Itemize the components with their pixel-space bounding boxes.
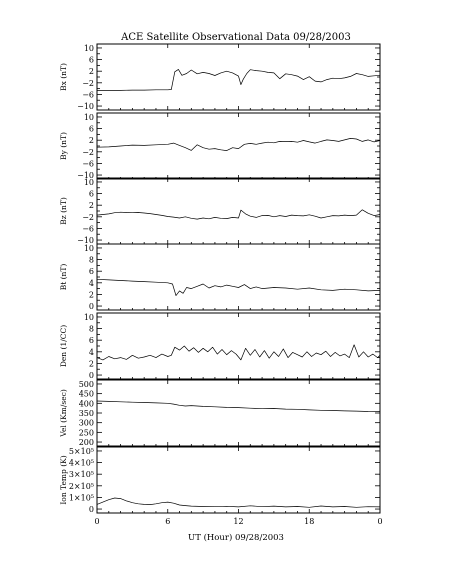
x-tick-label: 12 xyxy=(233,517,243,526)
panel-frame xyxy=(96,446,381,514)
y-axis-label: Ion Temp (K) xyxy=(59,455,68,504)
y-tick-label: 8 xyxy=(89,325,94,334)
x-axis: 0 6 12 18 0 xyxy=(94,517,382,526)
x-axis-label: UT (Hour) 09/28/2003 xyxy=(188,532,284,543)
y-tick-label: 6 xyxy=(89,190,94,199)
y-tick-label: 10 xyxy=(84,313,94,322)
x-tick-label: 18 xyxy=(304,517,314,526)
y-tick-label: 0 xyxy=(89,302,94,311)
y-tick-label: 4×10⁵ xyxy=(69,459,94,468)
y-axis-label: Bx (nT) xyxy=(59,63,68,91)
y-tick-label: 2 xyxy=(89,67,94,76)
panel-frame xyxy=(96,243,381,311)
y-tick-label: 10 xyxy=(84,244,94,253)
panel-3: −10 −6 −2 2 6 10 Bz (nT) xyxy=(59,177,381,245)
y-tick-label: 400 xyxy=(79,399,94,408)
y-tick-label: 2 xyxy=(89,136,94,145)
y-tick-label: 200 xyxy=(79,438,94,447)
y-axis-label: By (nT) xyxy=(59,132,68,160)
series-line xyxy=(96,400,381,412)
y-tick-label: 4 xyxy=(89,279,94,288)
y-tick-label: 1×10⁵ xyxy=(69,493,94,502)
y-tick-label: 2×10⁵ xyxy=(69,482,94,491)
y-tick-label: 8 xyxy=(89,256,94,265)
x-tick-label: 0 xyxy=(377,517,382,526)
y-tick-label: 6 xyxy=(89,56,94,65)
series-line xyxy=(97,69,381,91)
y-tick-label: 0 xyxy=(89,505,94,514)
y-tick-label: 500 xyxy=(79,380,94,389)
series-line xyxy=(96,138,381,151)
y-tick-label: 10 xyxy=(84,44,94,53)
series-line xyxy=(96,344,381,361)
x-tick-label: 0 xyxy=(94,517,99,526)
panel-frame xyxy=(96,177,381,245)
y-tick-label: 6 xyxy=(89,267,94,276)
y-axis-label: Bt (nT) xyxy=(59,264,68,291)
y-axis-label: Bz (nT) xyxy=(59,197,68,225)
y-tick-label: 2 xyxy=(89,359,94,368)
y-tick-label: −2 xyxy=(82,148,94,157)
panel-1: −10 −6 −2 2 6 10 Bx (nT) xyxy=(59,43,381,111)
y-tick-label: 3×10⁵ xyxy=(69,470,94,479)
y-tick-label: 10 xyxy=(84,113,94,122)
y-tick-label: 10 xyxy=(84,178,94,187)
y-tick-label: 2 xyxy=(89,290,94,299)
series-line xyxy=(96,497,381,508)
y-tick-label: 300 xyxy=(79,419,94,428)
series-line xyxy=(96,278,381,296)
y-tick-label: 6 xyxy=(89,125,94,134)
panel-frame xyxy=(96,379,381,447)
y-tick-label: −10 xyxy=(77,236,94,245)
panel-frame xyxy=(96,312,381,380)
y-tick-label: −10 xyxy=(77,171,94,180)
panel-2: −10 −6 −2 2 6 10 By (nT) xyxy=(59,112,381,180)
y-axis-label: Vel (Km/sec) xyxy=(59,389,68,438)
panel-4: 0 2 4 6 8 10 Bt (nT) xyxy=(59,243,381,311)
y-tick-label: 2 xyxy=(89,201,94,210)
y-tick-label: −6 xyxy=(82,224,94,233)
y-tick-label: 5×10⁵ xyxy=(69,447,94,456)
y-tick-label: −10 xyxy=(77,102,94,111)
series-line xyxy=(96,209,381,220)
y-tick-label: 0 xyxy=(89,371,94,380)
panel-frame xyxy=(96,112,381,180)
y-tick-label: −2 xyxy=(82,79,94,88)
chart-title: ACE Satellite Observational Data 09/28/2… xyxy=(120,32,351,43)
y-tick-label: −6 xyxy=(82,90,94,99)
panel-5: 0 2 4 6 8 10 Den (1/CC) xyxy=(59,312,381,380)
y-tick-label: 4 xyxy=(89,348,94,357)
y-tick-label: 450 xyxy=(79,390,94,399)
y-tick-label: −6 xyxy=(82,159,94,168)
y-tick-label: 350 xyxy=(79,409,94,418)
x-tick-label: 6 xyxy=(165,517,170,526)
y-tick-label: −2 xyxy=(82,213,94,222)
y-tick-label: 6 xyxy=(89,336,94,345)
y-tick-label: 250 xyxy=(79,428,94,437)
y-axis-label: Den (1/CC) xyxy=(59,325,68,367)
